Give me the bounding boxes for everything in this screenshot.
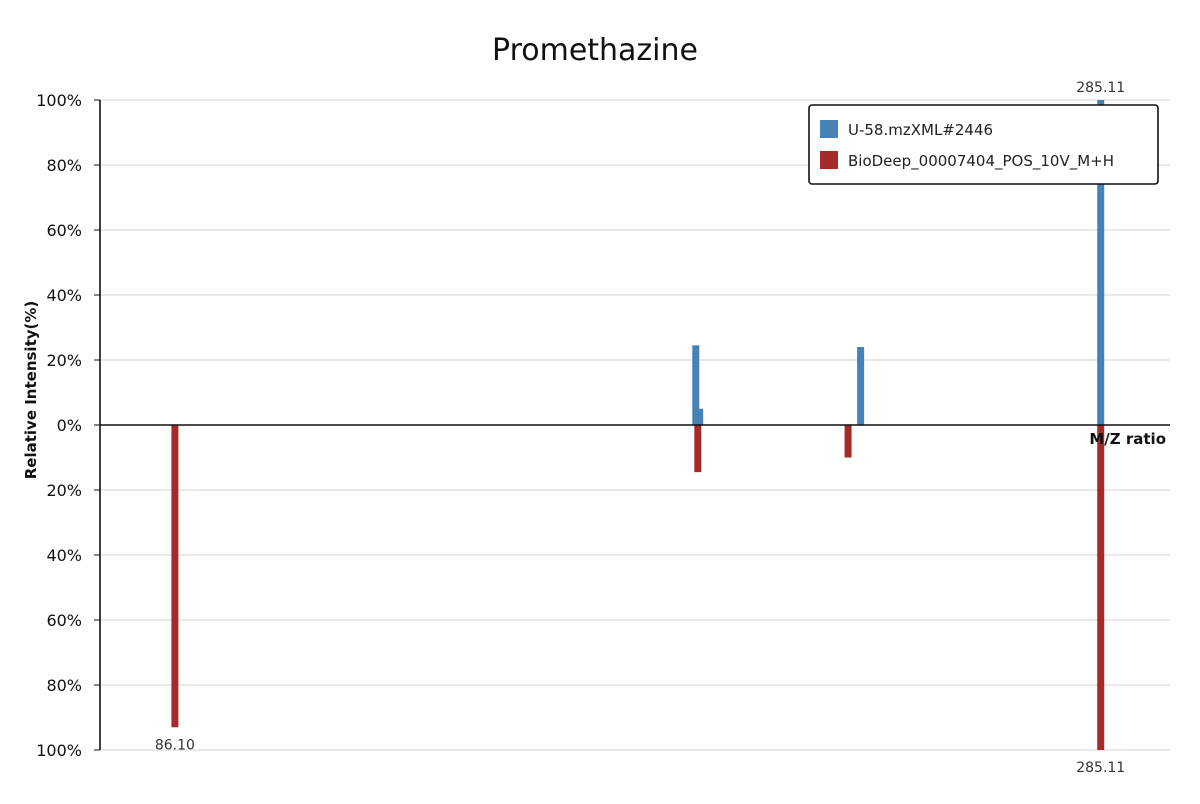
peak-labels-layer: 285.11 86.10 285.11	[100, 80, 1170, 776]
y-tick-label: 80%	[46, 676, 82, 695]
peak-bar	[696, 408, 704, 425]
chart-title: Promethazine	[492, 33, 698, 68]
y-tick-label: 40%	[46, 286, 82, 305]
legend-swatch	[820, 120, 838, 138]
legend-label: U-58.mzXML#2446	[848, 121, 993, 139]
axis-layer: 100% 80% 60% 40% 20% 0% 20% 40% 60% 80% 100%	[36, 91, 101, 760]
y-tick-label: 60%	[46, 221, 82, 240]
peak-label: 285.11	[1076, 80, 1125, 96]
legend-items: U-58.mzXML#2446 BioDeep_00007404_POS_10V_…	[820, 120, 1114, 171]
peak-bar	[857, 347, 865, 425]
y-tick-label: 20%	[46, 481, 82, 500]
x-axis-label: M/Z ratio	[1089, 430, 1166, 448]
peak-bar	[844, 425, 852, 458]
y-tick-label: 0%	[57, 416, 82, 435]
y-tick-label: 100%	[36, 741, 82, 760]
legend-box	[808, 104, 1159, 185]
peak-label: 285.11	[1076, 760, 1125, 776]
peak-bar	[171, 425, 179, 728]
peak-bar	[692, 345, 700, 425]
bars-layer	[171, 100, 1105, 750]
legend-label: BioDeep_00007404_POS_10V_M+H	[848, 152, 1114, 171]
grid-layer	[100, 99, 1170, 751]
peak-label: 86.10	[155, 737, 195, 753]
y-tick-label: 100%	[36, 91, 82, 110]
peak-bar	[1097, 425, 1105, 750]
y-tick-label: 60%	[46, 611, 82, 630]
y-tick-label: 40%	[46, 546, 82, 565]
y-tick-label: 80%	[46, 156, 82, 175]
legend-swatch	[820, 151, 838, 169]
peak-bar	[694, 425, 702, 473]
y-axis-label: Relative Intensity(%)	[22, 301, 40, 480]
y-tick-label: 20%	[46, 351, 82, 370]
peak-bar	[1097, 100, 1105, 425]
legend: U-58.mzXML#2446 BioDeep_00007404_POS_10V_…	[808, 104, 1159, 185]
